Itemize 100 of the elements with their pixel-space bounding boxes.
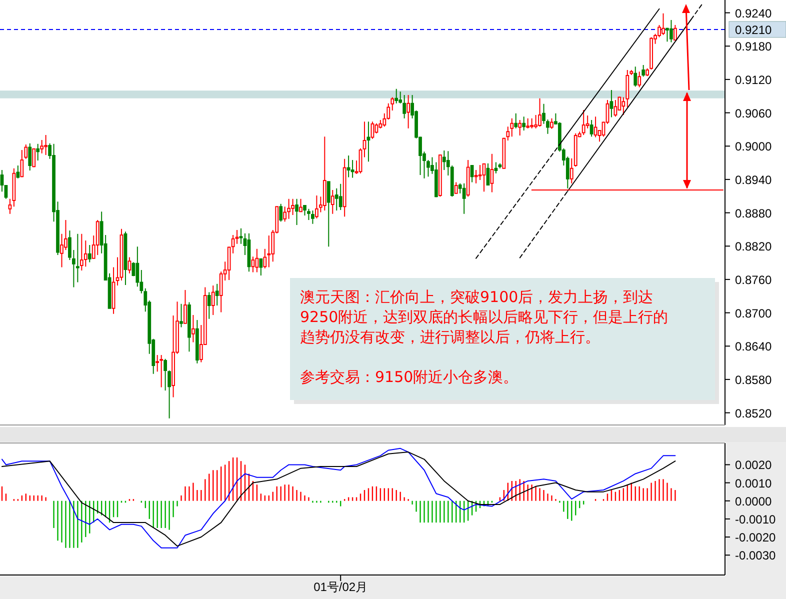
candlestick [192, 314, 195, 343]
candlestick [322, 136, 326, 212]
x-tick-label: 01号/02月 [314, 580, 368, 594]
y-tick-label: 0.9240 [735, 6, 772, 20]
candlestick [330, 190, 334, 214]
candlestick [303, 204, 306, 216]
candlestick [510, 118, 514, 138]
candlestick [338, 183, 342, 210]
candlestick [550, 118, 554, 130]
candlestick [570, 158, 574, 184]
y-tick-label: 0.0000 [735, 494, 772, 508]
candlestick [255, 248, 259, 273]
candlestick [674, 24, 677, 42]
candlestick [502, 137, 506, 170]
candlestick [610, 90, 614, 118]
candlestick [80, 233, 84, 272]
candlestick [454, 182, 458, 194]
y-tick-label: 0.9120 [735, 72, 772, 87]
candlestick [96, 220, 100, 256]
candlestick [299, 198, 302, 212]
candlestick [195, 320, 199, 364]
candlestick [128, 256, 132, 274]
candlestick [530, 118, 534, 129]
candlestick [76, 233, 80, 283]
candlestick [574, 132, 578, 168]
candlestick [438, 154, 442, 198]
candlestick [642, 64, 646, 78]
candlestick [638, 71, 642, 88]
candlestick [259, 258, 263, 276]
y-tick-label: 0.8760 [735, 272, 772, 287]
candlestick [112, 266, 116, 314]
candlestick [188, 302, 191, 352]
candlestick [28, 142, 32, 172]
candlestick [362, 121, 366, 158]
candlestick [614, 100, 618, 118]
candlestick [634, 66, 638, 88]
y-tick-label: 0.9060 [735, 106, 772, 120]
candlestick [522, 116, 526, 132]
y-tick-label: 0.8880 [735, 206, 772, 220]
candlestick [307, 208, 310, 220]
candlestick [16, 165, 20, 179]
y-tick-label: 0.0010 [735, 476, 772, 490]
y-tick-label: 0.8940 [735, 172, 772, 187]
candlestick [44, 134, 48, 156]
candlestick [406, 94, 410, 129]
candlestick [279, 203, 283, 222]
y-tick-label: 0.8820 [735, 240, 772, 254]
candlestick [342, 158, 346, 218]
candlestick [291, 198, 294, 216]
candlestick [486, 162, 490, 186]
y-tick-label: 0.8520 [735, 406, 772, 420]
y-tick-label: 0.9000 [735, 140, 772, 154]
candlestick [36, 143, 40, 162]
y-tick-label: 0.8640 [735, 340, 772, 354]
candlestick [32, 148, 36, 168]
candlestick [670, 20, 673, 43]
candlestick [88, 244, 92, 263]
candlestick [239, 228, 243, 244]
y-tick-label: 0.8700 [735, 306, 772, 320]
candlestick [346, 155, 350, 178]
candlestick [334, 188, 338, 212]
candlestick [402, 94, 406, 119]
candlestick [207, 292, 211, 320]
y-tick-label: 0.8580 [735, 372, 772, 387]
candlestick [247, 232, 251, 272]
candlestick [466, 160, 470, 198]
candlestick [160, 354, 164, 388]
candlestick [490, 153, 494, 193]
y-tick-label: 0.0020 [735, 458, 772, 472]
candlestick [358, 148, 362, 174]
candlestick [366, 121, 370, 162]
ref-line-label: 0.9210 [735, 22, 772, 37]
candlestick [470, 164, 474, 183]
annotation: 参考交易：9150附近小仓多澳。 [300, 368, 518, 386]
candlestick [370, 121, 374, 140]
candlestick [518, 120, 522, 136]
candlestick [482, 162, 486, 192]
candlestick [350, 160, 354, 178]
candlestick [538, 98, 542, 128]
candlestick [394, 88, 398, 104]
y-tick-label: 0.9180 [735, 40, 772, 54]
candlestick [594, 116, 598, 138]
candlestick [295, 198, 298, 226]
candlestick [582, 110, 586, 136]
y-tick-label: -0.0010 [735, 512, 776, 526]
candlestick [124, 231, 128, 286]
candlestick [116, 256, 120, 286]
candlestick [211, 285, 215, 316]
candlestick [180, 303, 183, 328]
candlestick [311, 210, 314, 224]
candlestick [314, 195, 318, 219]
candlestick [184, 290, 187, 324]
candlestick [120, 228, 124, 282]
candlestick [590, 120, 594, 138]
candlestick [215, 283, 219, 306]
y-tick-label: -0.0030 [735, 548, 776, 563]
candlestick [462, 182, 466, 214]
candlestick [526, 118, 530, 129]
candlestick [287, 198, 290, 220]
candlestick [662, 12, 665, 36]
